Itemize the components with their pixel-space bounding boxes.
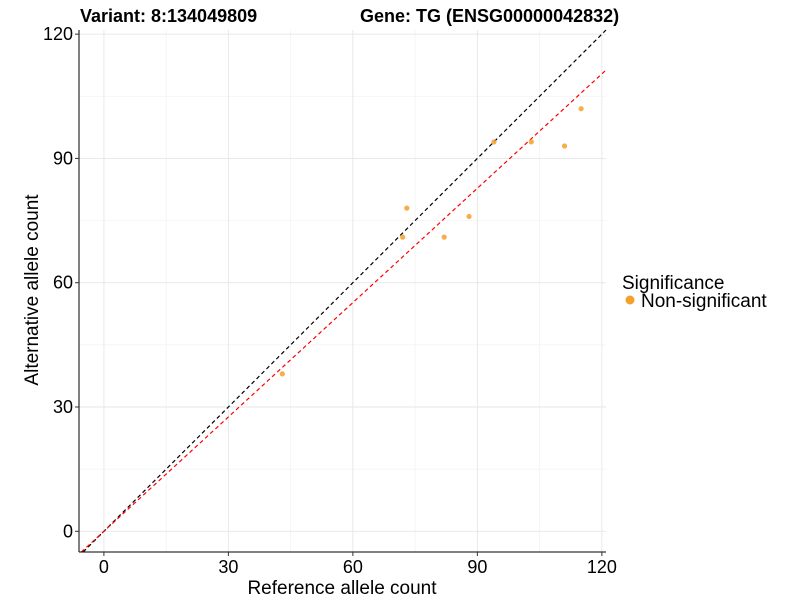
data-point-6 — [528, 139, 534, 145]
legend: Significance Non-significant — [622, 273, 767, 312]
x-axis-title: Reference allele count — [247, 578, 437, 599]
x-tick-label-90: 90 — [467, 557, 487, 577]
legend-title: Significance — [622, 273, 724, 294]
y-tick-label-30: 30 — [53, 397, 73, 417]
y-tick-label-120: 120 — [43, 24, 73, 44]
reference-lines — [80, 29, 607, 553]
x-tick-label-120: 120 — [587, 557, 617, 577]
data-point-2 — [404, 205, 410, 211]
data-point-0 — [279, 371, 285, 377]
axes — [78, 30, 606, 553]
data-point-4 — [466, 213, 472, 220]
identity-line — [82, 29, 607, 553]
y-tick-label-90: 90 — [53, 148, 73, 168]
axis-ticks: 0 30 60 90 120 0 30 60 90 120 — [43, 24, 617, 577]
chart-title-variant: Variant: 8:134049809 — [80, 6, 257, 26]
fit-line — [80, 69, 607, 553]
data-points — [279, 106, 584, 377]
grid-lines — [79, 30, 606, 552]
data-point-3 — [441, 234, 447, 240]
x-tick-label-60: 60 — [343, 557, 363, 577]
legend-label-non-significant: Non-significant — [641, 291, 767, 312]
x-tick-label-0: 0 — [99, 557, 109, 577]
x-tick-label-30: 30 — [218, 557, 238, 577]
y-tick-label-60: 60 — [53, 273, 73, 293]
data-point-7 — [561, 143, 568, 149]
y-axis-title: Alternative allele count — [22, 194, 43, 386]
data-point-5 — [491, 139, 497, 145]
data-point-8 — [578, 106, 584, 112]
chart-title-gene: Gene: TG (ENSG00000042832) — [360, 6, 619, 26]
y-tick-label-0: 0 — [63, 521, 73, 541]
legend-marker-non-significant — [625, 295, 635, 305]
data-point-1 — [400, 234, 406, 240]
